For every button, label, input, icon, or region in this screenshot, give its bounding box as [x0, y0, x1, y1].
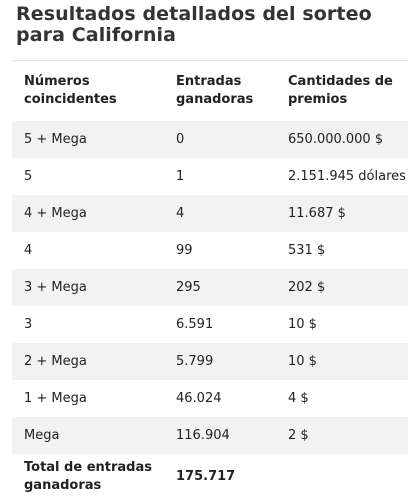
winners-cell: 4: [176, 205, 185, 221]
table-row: 5 1 2.151.945 dólares: [12, 158, 408, 195]
winners-cell: 0: [176, 131, 185, 147]
match-cell: 5: [24, 168, 33, 184]
winners-cell: 1: [176, 168, 185, 184]
match-cell: 1 + Mega: [24, 390, 87, 406]
header-winning-entries: Entradas ganadoras: [164, 60, 276, 121]
match-cell: 4: [24, 242, 33, 258]
table-footer: Total de entradas ganadoras 175.717: [12, 454, 408, 498]
table-row: 5 + Mega 0 650.000.000 $: [12, 121, 408, 158]
table-header: Números coincidentes Entradas ganadoras …: [12, 60, 408, 121]
prize-cell: 202 $: [288, 279, 326, 295]
table-row: 3 6.591 10 $: [12, 306, 408, 343]
winners-cell: 46.024: [176, 390, 222, 406]
total-row: Total de entradas ganadoras 175.717: [12, 454, 408, 498]
winners-cell: 116.904: [176, 427, 230, 443]
prize-cell: 4 $: [288, 390, 309, 406]
table-row: 3 + Mega 295 202 $: [12, 269, 408, 306]
match-cell: 4 + Mega: [24, 205, 87, 221]
prize-cell: 2 $: [288, 427, 309, 443]
prize-cell: 2.151.945 dólares: [288, 168, 406, 184]
table-row: 4 99 531 $: [12, 232, 408, 269]
match-cell: Mega: [24, 427, 60, 443]
results-table: Números coincidentes Entradas ganadoras …: [12, 60, 408, 498]
header-row: Números coincidentes Entradas ganadoras …: [12, 60, 408, 121]
table-row: Mega 116.904 2 $: [12, 417, 408, 454]
prize-cell: 650.000.000 $: [288, 131, 384, 147]
table-row: 4 + Mega 4 11.687 $: [12, 195, 408, 232]
winners-cell: 5.799: [176, 353, 214, 369]
winners-cell: 295: [176, 279, 201, 295]
total-label: Total de entradas ganadoras: [24, 460, 152, 493]
match-cell: 2 + Mega: [24, 353, 87, 369]
total-empty-cell: [276, 454, 408, 498]
match-cell: 3 + Mega: [24, 279, 87, 295]
prize-cell: 531 $: [288, 242, 326, 258]
prize-cell: 10 $: [288, 353, 317, 369]
winners-cell: 6.591: [176, 316, 214, 332]
table-body: 5 + Mega 0 650.000.000 $ 5 1 2.151.945 d…: [12, 121, 408, 454]
winners-cell: 99: [176, 242, 193, 258]
match-cell: 5 + Mega: [24, 131, 87, 147]
prize-cell: 11.687 $: [288, 205, 346, 221]
total-value: 175.717: [176, 469, 236, 484]
page-title: Resultados detallados del sorteo para Ca…: [16, 3, 372, 46]
table-row: 2 + Mega 5.799 10 $: [12, 343, 408, 380]
match-cell: 3: [24, 316, 33, 332]
header-matching-numbers: Números coincidentes: [12, 60, 164, 121]
prize-cell: 10 $: [288, 316, 317, 332]
header-prize-amounts: Cantidades de premios: [276, 60, 408, 121]
table-row: 1 + Mega 46.024 4 $: [12, 380, 408, 417]
